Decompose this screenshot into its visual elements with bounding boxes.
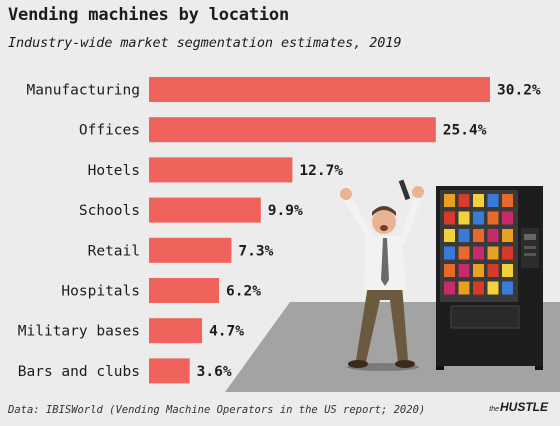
bar: [149, 237, 232, 263]
value-label: 30.2%: [497, 83, 541, 99]
category-label: Hospitals: [61, 284, 140, 300]
brand-logo: theHUSTLE: [489, 400, 548, 414]
snack-pack: [444, 211, 455, 225]
snack-pack: [458, 281, 470, 295]
snack-pack: [444, 229, 455, 242]
snack-pack: [473, 229, 484, 242]
category-label: Retail: [88, 243, 140, 259]
snack-pack: [502, 264, 513, 277]
snack-pack: [458, 246, 470, 260]
snack-pack: [502, 211, 513, 225]
bar: [149, 318, 203, 344]
snack-pack: [487, 264, 499, 277]
value-label: 25.4%: [443, 123, 487, 139]
category-label: Schools: [79, 203, 140, 219]
snack-pack: [487, 246, 499, 260]
snack-pack: [444, 246, 455, 260]
snack-pack: [458, 264, 470, 277]
bar: [149, 197, 261, 223]
bar: [149, 117, 436, 143]
category-label: Offices: [79, 123, 140, 139]
value-label: 9.9%: [268, 203, 303, 219]
category-label: Manufacturing: [27, 83, 141, 99]
snack-pack: [473, 211, 484, 225]
snack-pack: [502, 194, 513, 207]
snack-pack: [458, 229, 470, 242]
snack-pack: [473, 264, 484, 277]
category-label: Bars and clubs: [18, 364, 140, 380]
snack-pack: [444, 264, 455, 277]
snack-pack: [487, 229, 499, 242]
bar: [149, 157, 293, 183]
bar: [149, 77, 490, 102]
snack-pack: [487, 281, 499, 295]
snack-pack: [458, 211, 470, 225]
snack-pack: [502, 229, 513, 242]
snack-pack: [502, 281, 513, 295]
value-label: 4.7%: [209, 324, 244, 340]
snack-pack: [487, 194, 499, 207]
snack-pack: [444, 281, 455, 295]
value-label: 3.6%: [197, 364, 232, 380]
value-label: 12.7%: [299, 163, 343, 179]
category-label: Hotels: [88, 163, 140, 179]
bar: [149, 358, 190, 384]
snack-pack: [458, 194, 470, 207]
celebrating-man-icon: [340, 179, 424, 371]
chart-title: Vending machines by location: [8, 5, 289, 25]
value-label: 6.2%: [226, 284, 261, 300]
snack-pack: [473, 281, 484, 295]
chart-subtitle: Industry-wide market segmentation estima…: [8, 35, 402, 51]
snack-pack: [502, 246, 513, 260]
snack-pack: [473, 246, 484, 260]
source-note: Data: IBISWorld (Vending Machine Operato…: [8, 404, 426, 416]
value-label: 7.3%: [238, 243, 273, 259]
snack-pack: [487, 211, 499, 225]
snack-pack: [444, 194, 455, 207]
bar: [149, 278, 220, 303]
vending-machine-icon: [436, 186, 543, 370]
category-label: Military bases: [18, 324, 140, 340]
snack-pack: [473, 194, 484, 207]
